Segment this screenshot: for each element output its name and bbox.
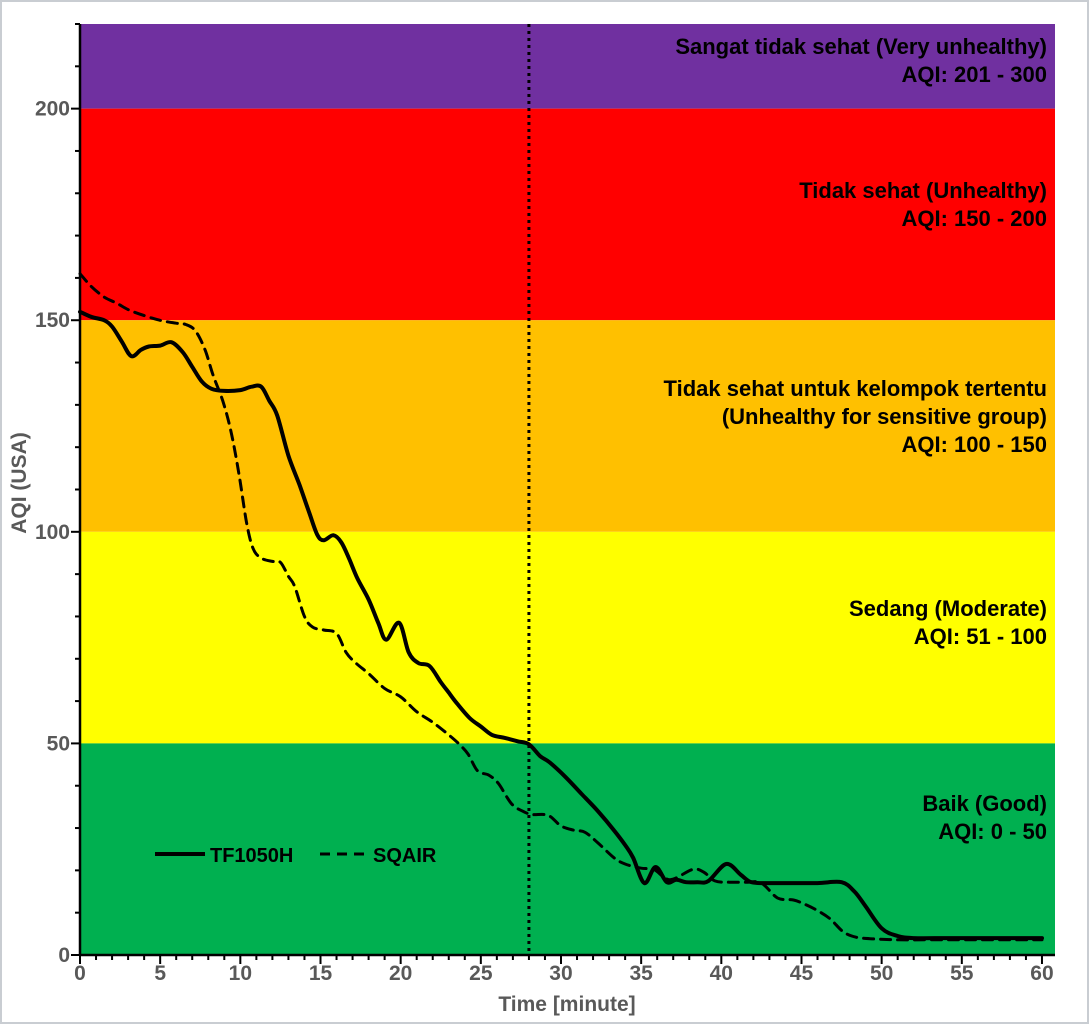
band-label-unhealthy: Tidak sehat (Unhealthy) <box>799 178 1047 203</box>
x-tick-label-30: 30 <box>549 962 572 985</box>
series-line-sqair <box>78 272 1044 942</box>
x-tick-label-40: 40 <box>710 962 733 985</box>
y-tick-label-150: 150 <box>35 309 70 332</box>
x-tick-label-50: 50 <box>870 962 893 985</box>
aqi-bands <box>80 24 1055 955</box>
band-label-good: AQI: 0 - 50 <box>938 819 1047 844</box>
band-label-good: Baik (Good) <box>922 791 1047 816</box>
band-label-unhealthy: AQI: 150 - 200 <box>901 206 1047 231</box>
x-tick-label-35: 35 <box>629 962 653 985</box>
x-tick-label-55: 55 <box>950 962 974 985</box>
y-tick-label-200: 200 <box>35 98 70 121</box>
tick-labels: 0 5 10 15 20 25 30 35 40 45 50 55 60 0 50 100 150 200 <box>35 98 1054 985</box>
band-label-unhealthy-sensitive: AQI: 100 - 150 <box>901 432 1047 457</box>
x-tick-label-45: 45 <box>790 962 814 985</box>
x-axis-title: Time [minute] <box>498 993 635 1016</box>
band-label-moderate: Sedang (Moderate) <box>849 596 1047 621</box>
aqi-band-labels: Sangat tidak sehat (Very unhealthy) AQI: … <box>664 34 1047 844</box>
band-label-unhealthy-sensitive: Tidak sehat untuk kelompok tertentu <box>664 376 1047 401</box>
band-label-very-unhealthy: Sangat tidak sehat (Very unhealthy) <box>675 34 1047 59</box>
band-very-unhealthy <box>80 24 1055 109</box>
legend-label-sqair: SQAIR <box>373 845 437 867</box>
band-unhealthy <box>80 108 1055 321</box>
y-tick-label-100: 100 <box>35 521 70 544</box>
x-tick-label-25: 25 <box>469 962 493 985</box>
x-tick-label-10: 10 <box>229 962 252 985</box>
x-tick-label-60: 60 <box>1030 962 1053 985</box>
band-label-unhealthy-sensitive: (Unhealthy for sensitive group) <box>722 404 1047 429</box>
legend: TF1050H SQAIR <box>155 845 437 867</box>
x-tick-label-5: 5 <box>154 962 166 985</box>
y-axis-title: AQI (USA) <box>8 432 31 534</box>
x-tick-label-0: 0 <box>74 962 86 985</box>
band-label-very-unhealthy: AQI: 201 - 300 <box>901 62 1047 87</box>
y-tick-label-0: 0 <box>58 944 70 967</box>
data-series-lines <box>78 272 1044 942</box>
x-tick-label-20: 20 <box>389 962 412 985</box>
y-tick-label-50: 50 <box>47 732 70 755</box>
legend-label-tf1050h: TF1050H <box>210 845 293 867</box>
band-moderate <box>80 531 1055 744</box>
band-label-moderate: AQI: 51 - 100 <box>914 624 1047 649</box>
axes <box>71 23 1055 964</box>
x-tick-label-15: 15 <box>309 962 333 985</box>
